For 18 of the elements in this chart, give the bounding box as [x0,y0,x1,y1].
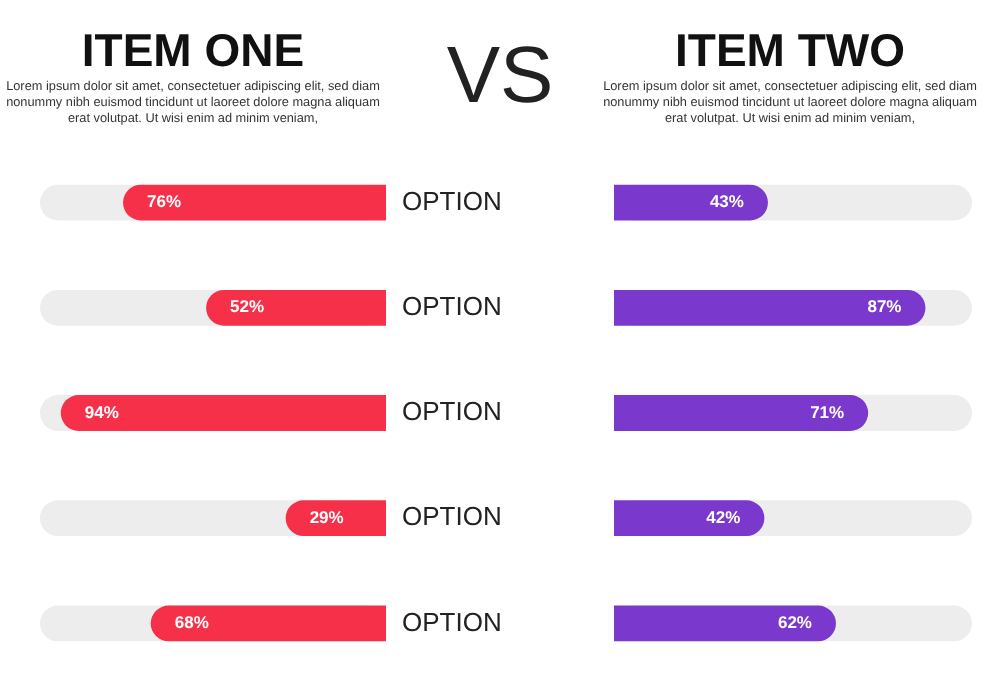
y-tick-label: OPTION [401,501,502,532]
y-tick-label: OPTION [401,290,502,321]
data-label: 52% [230,296,265,317]
data-label: 94% [84,401,120,422]
chart-title: ITEM ONE [79,24,307,76]
data-label: 68% [174,612,210,633]
y-tick-label: OPTION [401,185,502,216]
y-tick-label: OPTION [401,606,502,637]
data-label: 71% [810,401,846,422]
chart-title: ITEM TWO [673,24,907,76]
text: VS [444,32,556,122]
data-label: 29% [309,506,345,527]
y-tick-label: OPTION [401,396,502,427]
data-label: 42% [706,506,742,527]
data-label: 76% [147,191,182,212]
data-label: 87% [867,296,903,317]
data-label: 43% [709,191,745,212]
data-label: 62% [777,612,813,633]
